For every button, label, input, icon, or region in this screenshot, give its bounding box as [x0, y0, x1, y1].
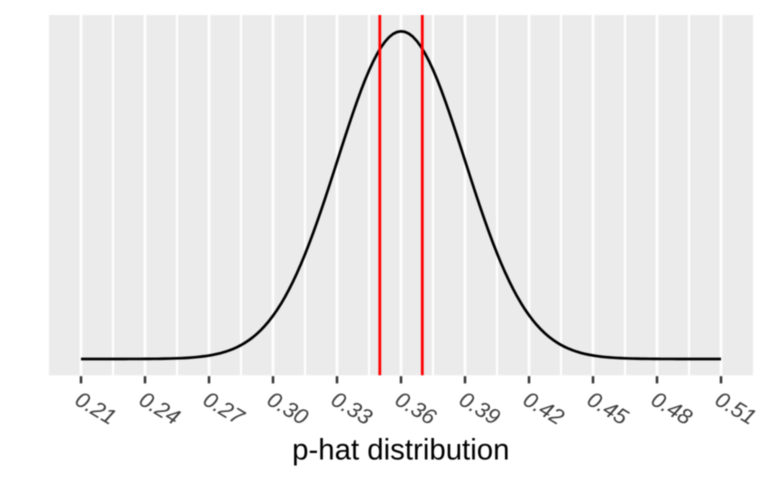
svg-text:p-hat distribution: p-hat distribution — [292, 434, 509, 467]
